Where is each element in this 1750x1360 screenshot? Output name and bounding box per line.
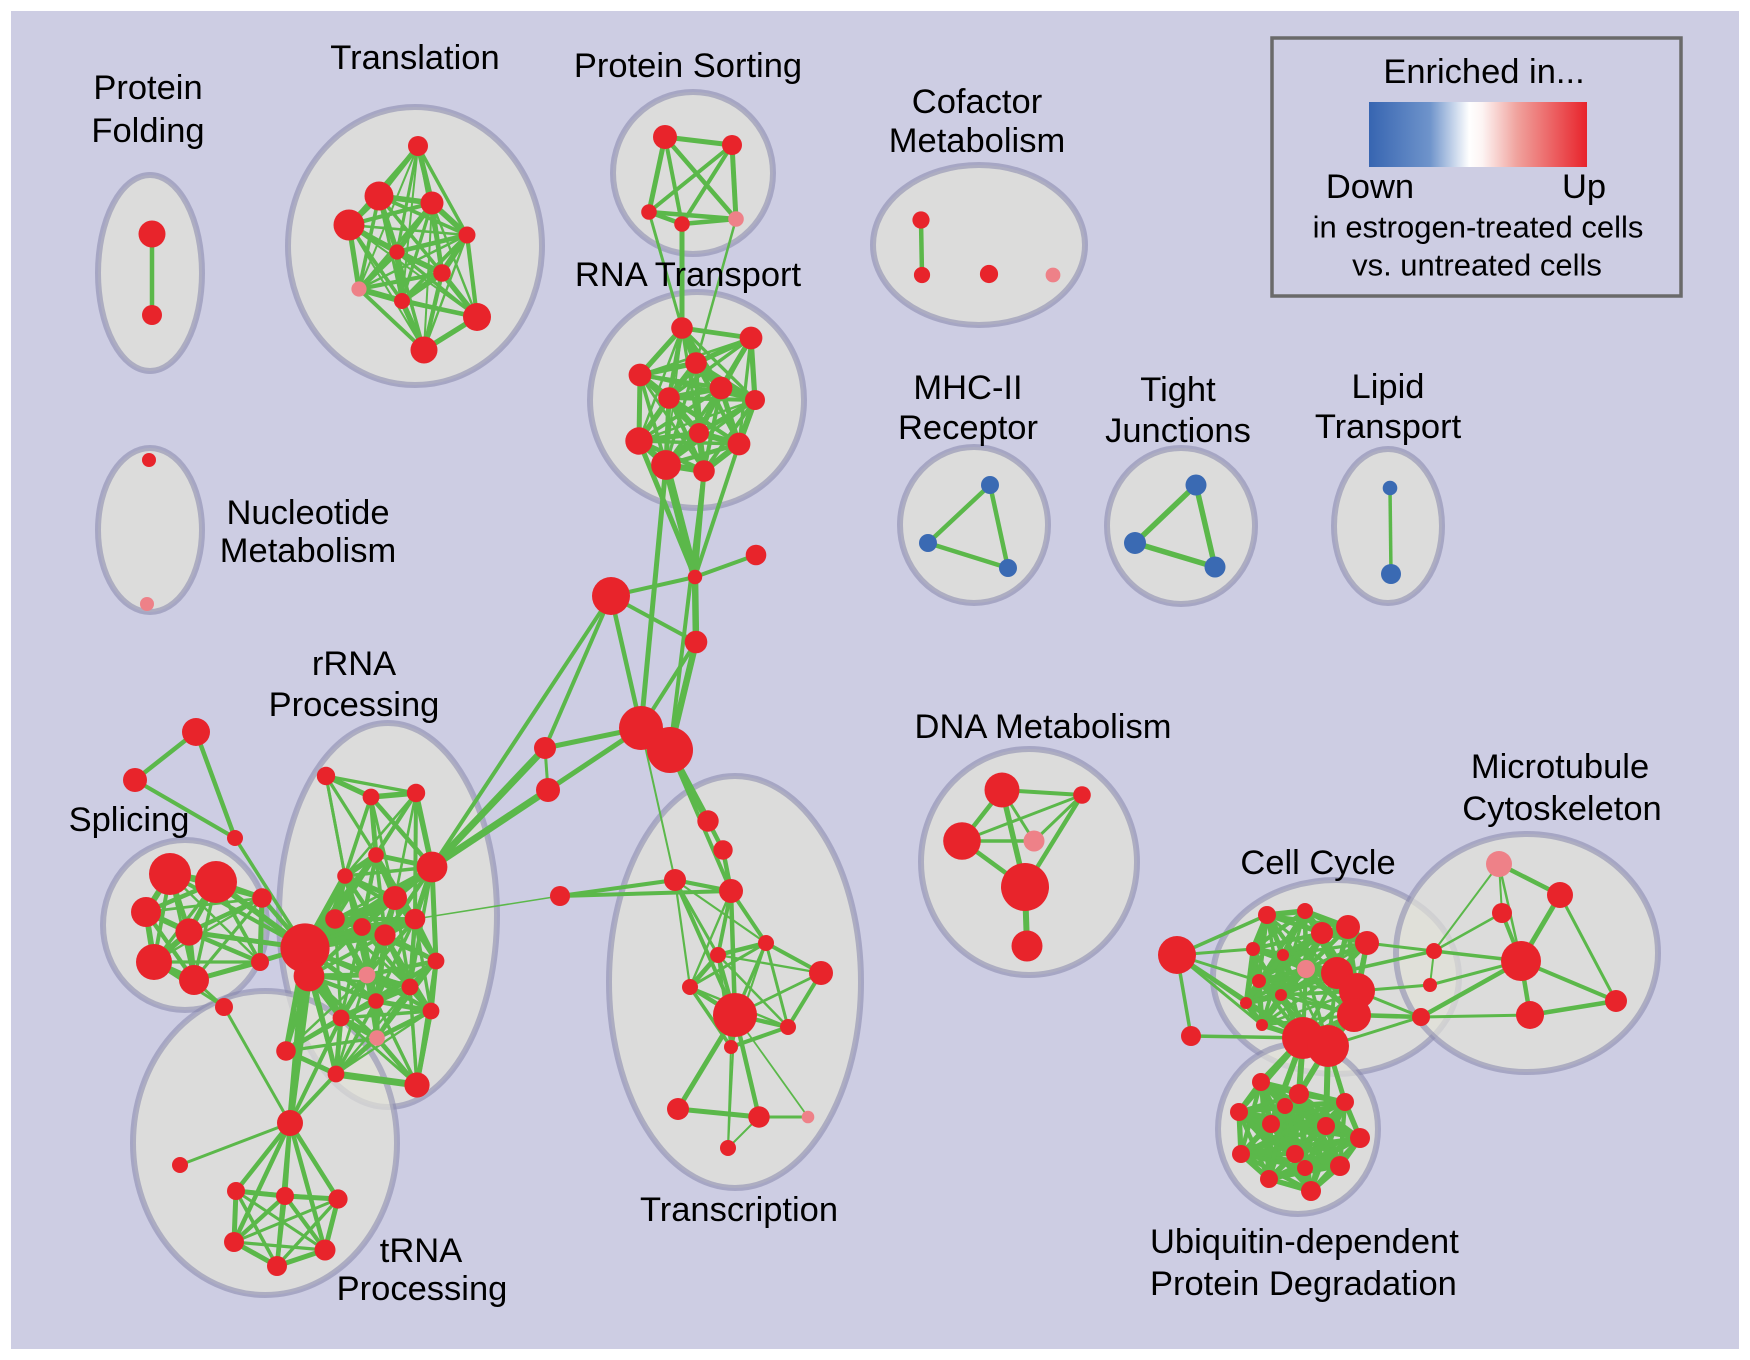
svg-text:Cell Cycle: Cell Cycle	[1240, 844, 1395, 882]
svg-text:Processing: Processing	[269, 686, 440, 724]
svg-text:Protein Sorting: Protein Sorting	[574, 47, 802, 85]
svg-text:Down: Down	[1326, 168, 1414, 206]
svg-text:Splicing: Splicing	[69, 801, 190, 839]
svg-text:DNA Metabolism: DNA Metabolism	[915, 708, 1172, 746]
svg-text:MHC-II: MHC-II	[913, 369, 1022, 407]
svg-text:Protein: Protein	[93, 69, 202, 107]
svg-text:Folding: Folding	[91, 112, 204, 150]
svg-text:Protein Degradation: Protein Degradation	[1150, 1265, 1457, 1303]
svg-text:Nucleotide: Nucleotide	[226, 494, 389, 532]
svg-text:rRNA: rRNA	[312, 645, 396, 683]
svg-text:Microtubule: Microtubule	[1471, 748, 1649, 786]
svg-text:Metabolism: Metabolism	[220, 532, 396, 570]
svg-text:tRNA: tRNA	[380, 1232, 462, 1270]
svg-text:Transport: Transport	[1315, 408, 1462, 446]
svg-text:Metabolism: Metabolism	[889, 122, 1065, 160]
svg-text:Junctions: Junctions	[1105, 412, 1251, 450]
svg-text:Ubiquitin-dependent: Ubiquitin-dependent	[1150, 1223, 1459, 1261]
svg-text:Cytoskeleton: Cytoskeleton	[1462, 790, 1661, 828]
svg-text:Translation: Translation	[330, 39, 499, 77]
svg-text:in estrogen-treated cells: in estrogen-treated cells	[1313, 210, 1644, 245]
svg-text:Lipid: Lipid	[1352, 368, 1425, 406]
svg-text:Processing: Processing	[337, 1270, 508, 1308]
svg-text:Enriched in...: Enriched in...	[1383, 53, 1584, 91]
svg-text:Receptor: Receptor	[898, 409, 1038, 447]
svg-text:Transcription: Transcription	[640, 1191, 838, 1229]
svg-text:vs. untreated cells: vs. untreated cells	[1352, 248, 1602, 283]
svg-text:RNA Transport: RNA Transport	[575, 256, 802, 294]
svg-text:Tight: Tight	[1140, 371, 1216, 409]
svg-text:Cofactor: Cofactor	[912, 83, 1042, 121]
svg-text:Up: Up	[1562, 168, 1606, 206]
